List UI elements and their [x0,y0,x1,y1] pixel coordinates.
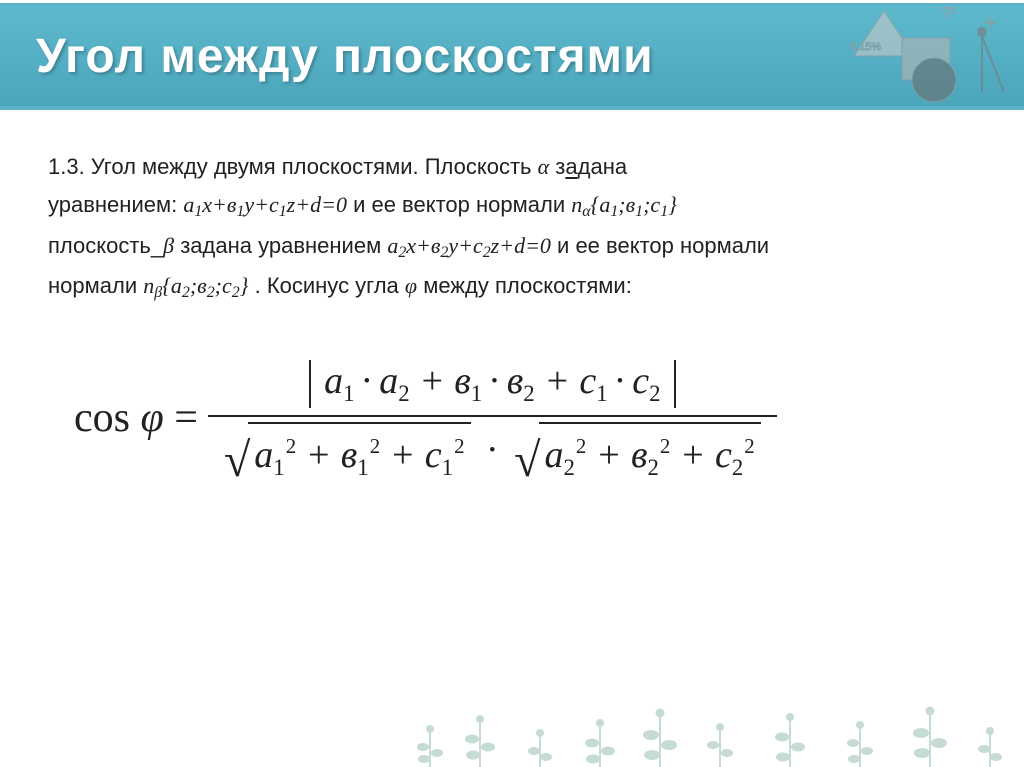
footer-plants-icon [0,687,1024,767]
text-fragment: плоскость_ [48,233,163,258]
inline-equation-2: a2x+в2y+c2z+d=0 [387,233,551,258]
text-fragment: и ее вектор нормали [347,192,571,217]
text-fragment: между плоскостями: [417,273,632,298]
svg-text:6.15%: 6.15% [850,41,881,53]
normal-vector-alpha: nα{a1;в1;c1} [571,192,677,217]
symbol-beta: β [163,233,174,258]
slide-body: 1.3. Угол между двумя плоскостями. Плоск… [0,110,1024,489]
text-underlined: а [565,154,577,179]
symbol-phi: φ [141,395,164,441]
text-fragment: дана [578,154,627,179]
text-fragment: уравнением: [48,192,183,217]
normal-vector-beta: nβ{a2;в2;c2} [143,273,248,298]
paragraph-line-1: 1.3. Угол между двумя плоскостями. Плоск… [48,150,976,184]
text-lead: 1.3. Угол между двумя плоскостями. Плоск… [48,154,538,179]
paragraph-line-2: уравнением: a1x+в1y+c1z+d=0 и ее вектор … [48,188,976,225]
paragraph-line-3: плоскость_β задана уравнением a2x+в2y+c2… [48,229,976,266]
paragraph-line-4: нормали nβ{a2;в2;c2} . Косинус угла φ ме… [48,269,976,306]
main-formula: cos φ = a1·a2 + в1·в2 + c1·c2 √ a12 + в1… [48,348,976,489]
numerator: a1·a2 + в1·в2 + c1·c2 [289,348,696,415]
text-fragment: и ее вектор нормали [551,233,769,258]
sqrt-1: √ a12 + в12 + c12 [224,422,471,485]
formula-lhs: cos φ = [74,386,198,451]
denominator: √ a12 + в12 + c12 · √ a22 + в22 + c22 [208,417,777,489]
text-fragment: задана уравнением [174,233,387,258]
page-title: Угол между плоскостями [0,29,654,84]
sqrt-2: √ a22 + в22 + c22 [514,422,761,485]
text-fragment: . Косинус угла [248,273,404,298]
cos-text: cos [74,395,141,441]
text-fragment: з [549,154,565,179]
top-border [0,0,1024,6]
text-fragment: нормали [48,273,143,298]
math-decor-icon: 7² 6.15% ÷ [844,0,1014,116]
fraction: a1·a2 + в1·в2 + c1·c2 √ a12 + в12 + c12 … [208,348,777,489]
symbol-alpha: α [538,154,550,179]
slide-header: Угол между плоскостями 7² 6.15% ÷ [0,6,1024,106]
equals-sign: = [164,395,198,441]
symbol-phi: φ [405,273,417,298]
inline-equation-1: a1x+в1y+c1z+d=0 [183,192,347,217]
svg-text:7²: 7² [942,5,955,22]
